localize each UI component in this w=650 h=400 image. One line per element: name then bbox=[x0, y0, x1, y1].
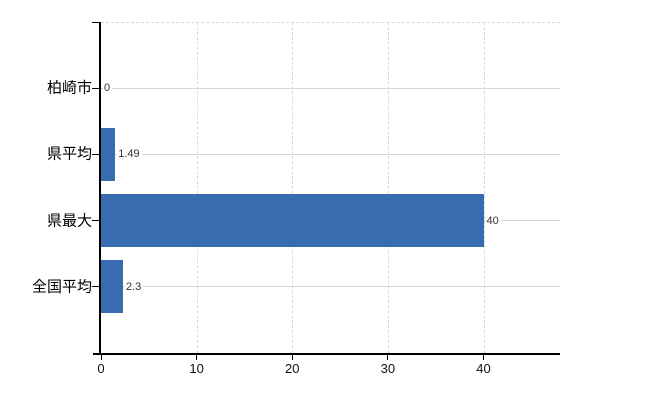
y-axis-tick bbox=[92, 87, 99, 89]
category-gridline bbox=[101, 153, 560, 155]
plot-top-border bbox=[101, 22, 560, 23]
category-label: 県平均 bbox=[46, 145, 92, 163]
x-gridline bbox=[387, 22, 389, 353]
bar bbox=[101, 260, 123, 314]
value-label: 1.49 bbox=[117, 147, 142, 162]
bar bbox=[101, 127, 116, 181]
x-axis-tick bbox=[483, 355, 484, 360]
x-axis-tick bbox=[196, 355, 198, 360]
x-gridline bbox=[483, 22, 485, 353]
bar bbox=[101, 194, 484, 248]
y-axis-tick bbox=[92, 286, 99, 288]
category-gridline bbox=[101, 286, 560, 288]
y-axis-tick bbox=[92, 22, 99, 23]
x-axis-tick-label: 20 bbox=[285, 361, 300, 376]
x-axis-tick bbox=[100, 355, 102, 360]
category-gridline bbox=[101, 87, 560, 89]
x-axis-tick-label: 0 bbox=[97, 361, 105, 376]
y-axis-line bbox=[99, 22, 101, 353]
x-axis-tick bbox=[291, 355, 293, 360]
x-gridline bbox=[292, 22, 294, 353]
y-axis-tick bbox=[92, 153, 99, 155]
x-gridline bbox=[196, 22, 198, 353]
category-label: 柏崎市 bbox=[46, 79, 92, 97]
value-label: 0 bbox=[103, 81, 113, 96]
y-axis-tick bbox=[92, 220, 99, 222]
value-label: 2.3 bbox=[124, 279, 144, 294]
x-axis-line bbox=[93, 353, 560, 355]
x-axis-tick-label: 30 bbox=[380, 361, 396, 376]
x-axis-tick-label: 40 bbox=[476, 361, 491, 376]
x-axis-tick-label: 10 bbox=[189, 361, 204, 376]
x-axis-tick bbox=[387, 355, 389, 360]
category-label: 全国平均 bbox=[31, 278, 92, 296]
category-label: 県最大 bbox=[46, 212, 92, 230]
plot-area: 0 10 20 30 40 柏崎市 0 県平均 1.49 県最大 40 全国平均 2.3 bbox=[32, 22, 560, 375]
value-label: 40 bbox=[485, 213, 501, 228]
